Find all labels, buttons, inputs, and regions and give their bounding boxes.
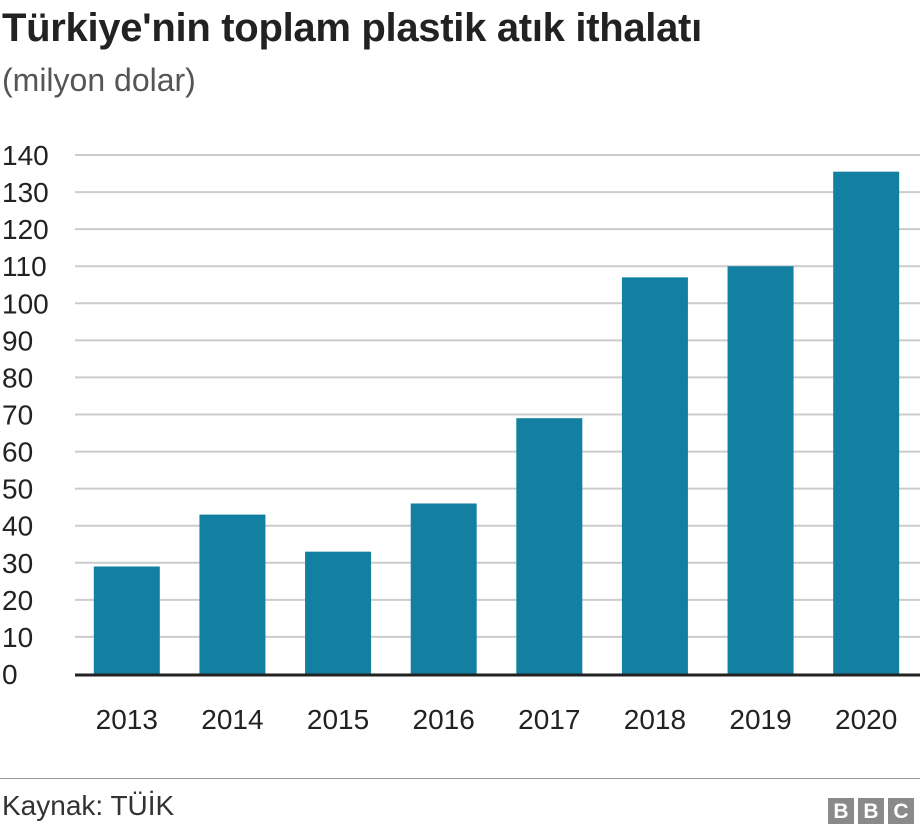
x-tick-label: 2015 [307,704,369,735]
y-tick-label: 110 [2,251,47,282]
y-tick-label: 90 [2,325,33,356]
y-tick-label: 10 [2,622,33,653]
x-tick-label: 2018 [624,704,686,735]
y-tick-label: 130 [2,177,49,208]
bbc-logo-letter: B [828,798,854,824]
bar-2016 [410,503,477,674]
y-tick-label: 100 [2,288,49,319]
x-tick-label: 2013 [96,704,158,735]
footer-divider [0,778,920,779]
x-tick-label: 2014 [201,704,263,735]
y-tick-label: 20 [2,585,33,616]
bar-2018 [621,277,688,674]
y-tick-label: 70 [2,400,33,431]
y-tick-label: 50 [2,474,33,505]
bar-2013 [93,566,160,674]
bar-2014 [199,514,266,674]
x-tick-label: 2017 [518,704,580,735]
bbc-logo-letter: B [858,798,884,824]
y-tick-label: 60 [2,437,33,468]
chart-subtitle: (milyon dolar) [2,62,196,98]
bars [93,171,900,675]
x-axis-ticks: 2013 2014 2015 2016 2017 2018 2019 2020 [96,704,898,735]
bbc-logo: B B C [828,798,914,824]
bar-2020 [833,171,900,675]
bbc-logo-letter: C [888,798,914,824]
source-note: Kaynak: TÜİK [2,790,175,821]
y-tick-label: 30 [2,548,33,579]
y-tick-label: 140 [2,140,49,171]
x-tick-label: 2016 [413,704,475,735]
y-axis-ticks: 0 10 20 30 40 50 60 70 80 90 100 110 120 130 140 [2,140,49,690]
y-tick-label: 40 [2,511,33,542]
y-tick-label: 0 [2,659,18,690]
y-tick-label: 120 [2,214,49,245]
x-tick-label: 2019 [729,704,791,735]
bar-2015 [305,551,372,674]
x-tick-label: 2020 [835,704,897,735]
bar-2019 [727,266,794,674]
y-tick-label: 80 [2,362,33,393]
bar-2017 [516,418,583,674]
chart-title: Türkiye'nin toplam plastik atık ithalatı [2,6,702,50]
